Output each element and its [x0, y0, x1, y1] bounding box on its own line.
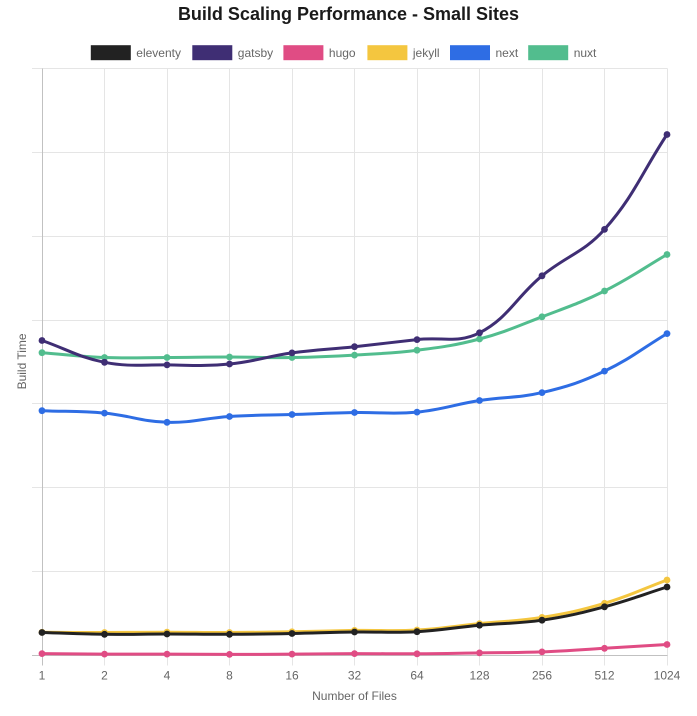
- svg-text:Build Scaling Performance - Sm: Build Scaling Performance - Small Sites: [178, 4, 519, 24]
- svg-text:16: 16: [285, 669, 299, 683]
- svg-text:8: 8: [226, 669, 233, 683]
- svg-text:1: 1: [39, 669, 46, 683]
- svg-text:nuxt: nuxt: [574, 46, 597, 60]
- svg-text:eleventy: eleventy: [136, 46, 181, 60]
- svg-text:256: 256: [532, 669, 552, 683]
- svg-text:4: 4: [164, 669, 171, 683]
- svg-text:64: 64: [410, 669, 424, 683]
- svg-text:32: 32: [348, 669, 362, 683]
- svg-text:Number of Files: Number of Files: [312, 689, 397, 703]
- svg-text:next: next: [496, 46, 519, 60]
- svg-text:gatsby: gatsby: [238, 46, 273, 60]
- svg-text:hugo: hugo: [329, 46, 356, 60]
- svg-text:128: 128: [469, 669, 489, 683]
- svg-text:Build Time: Build Time: [15, 333, 29, 389]
- svg-text:jekyll: jekyll: [412, 46, 440, 60]
- svg-text:512: 512: [594, 669, 614, 683]
- svg-text:2: 2: [101, 669, 108, 683]
- svg-text:1024: 1024: [654, 669, 681, 683]
